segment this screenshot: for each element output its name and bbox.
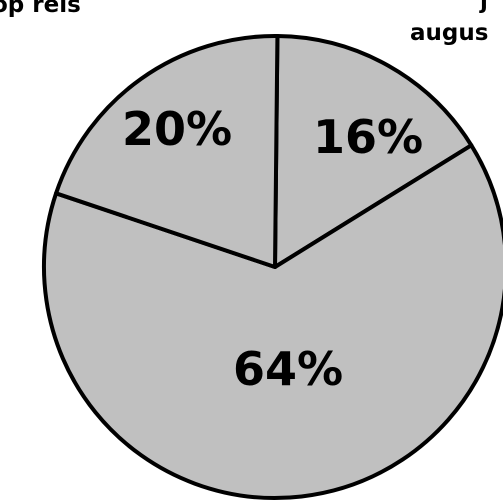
cut-off-label-right-line2: augus [410,20,488,46]
pie-slice-20 [54,34,280,269]
slice-label-16: 16% [313,110,423,164]
pie-slice-16 [273,34,474,269]
slice-label-64: 64% [233,342,343,396]
pie-slices [42,34,503,500]
slice-label-20: 20% [122,102,232,156]
pie-slice-64 [42,143,503,500]
cut-off-label-right-line1: j [479,0,488,14]
pie-slice-labels: 16% 64% 20% [122,102,423,396]
cut-off-label-left: op reis [0,0,81,18]
